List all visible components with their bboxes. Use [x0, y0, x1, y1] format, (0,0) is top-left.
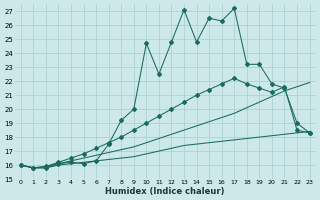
X-axis label: Humidex (Indice chaleur): Humidex (Indice chaleur)	[106, 187, 225, 196]
